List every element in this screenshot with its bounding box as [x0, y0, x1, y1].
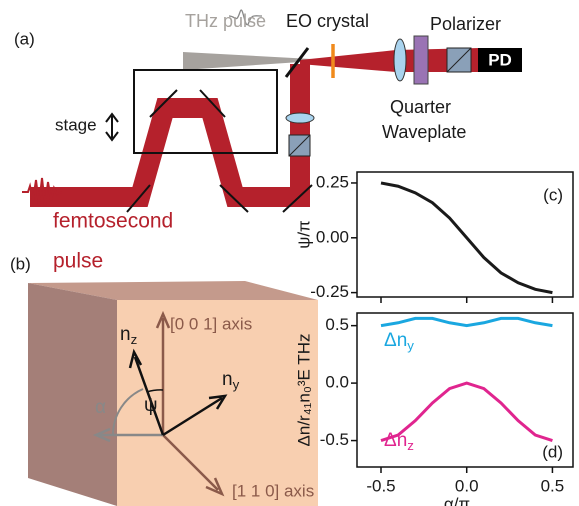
lens	[394, 39, 406, 81]
x-tick-label: -0.5	[366, 476, 395, 495]
stage-arrow	[106, 114, 118, 140]
y-tick-label: 0.00	[316, 227, 349, 246]
crystal-diagram: [0 0 1] axis [1 1 0] axis α ψ nz ny	[28, 281, 318, 506]
label: ψ	[144, 395, 158, 416]
label: THz pulse	[185, 11, 266, 31]
panel-label: (b)	[10, 254, 31, 273]
label: pulse	[53, 250, 103, 273]
y-tick-label: -0.5	[320, 430, 349, 449]
figure: (a) THz pulse EO crystal Polarizer PD Qu…	[0, 0, 579, 506]
legend-label: Δny	[384, 330, 414, 353]
line	[381, 318, 552, 325]
label: Polarizer	[430, 14, 501, 34]
y-tick-label: 0.25	[316, 172, 349, 191]
label: α	[95, 397, 106, 418]
legend-label: Δnz	[384, 430, 414, 453]
label: PD	[488, 50, 512, 69]
y-axis-label: ψ/π	[294, 220, 313, 249]
x-tick-label: 0.0	[455, 476, 479, 495]
y-tick-label: -0.25	[310, 282, 349, 301]
line	[381, 183, 552, 293]
panel-label: (a)	[14, 29, 35, 48]
label: [0 0 1] axis	[170, 314, 252, 333]
y-tick-label: 0.0	[325, 373, 349, 392]
panel-label: (d)	[542, 442, 563, 461]
x-tick-label: 0.5	[541, 476, 565, 495]
waveplate	[414, 36, 428, 84]
label: stage	[55, 115, 97, 134]
setup-diagram: (a) THz pulse EO crystal Polarizer PD Qu…	[10, 10, 522, 273]
x-axis-label: α/π	[444, 494, 470, 506]
cube-side	[28, 283, 117, 506]
lens	[286, 113, 314, 123]
label: Waveplate	[382, 122, 466, 142]
label: Quarter	[390, 97, 451, 117]
label: femtosecond	[53, 210, 173, 233]
y-axis-label: Δn/r₄₁n₀³E THz	[294, 334, 313, 447]
label: EO crystal	[286, 11, 369, 31]
y-tick-label: 0.5	[325, 315, 349, 334]
label: [1 1 0] axis	[232, 481, 314, 500]
panel-label: (c)	[543, 185, 563, 204]
